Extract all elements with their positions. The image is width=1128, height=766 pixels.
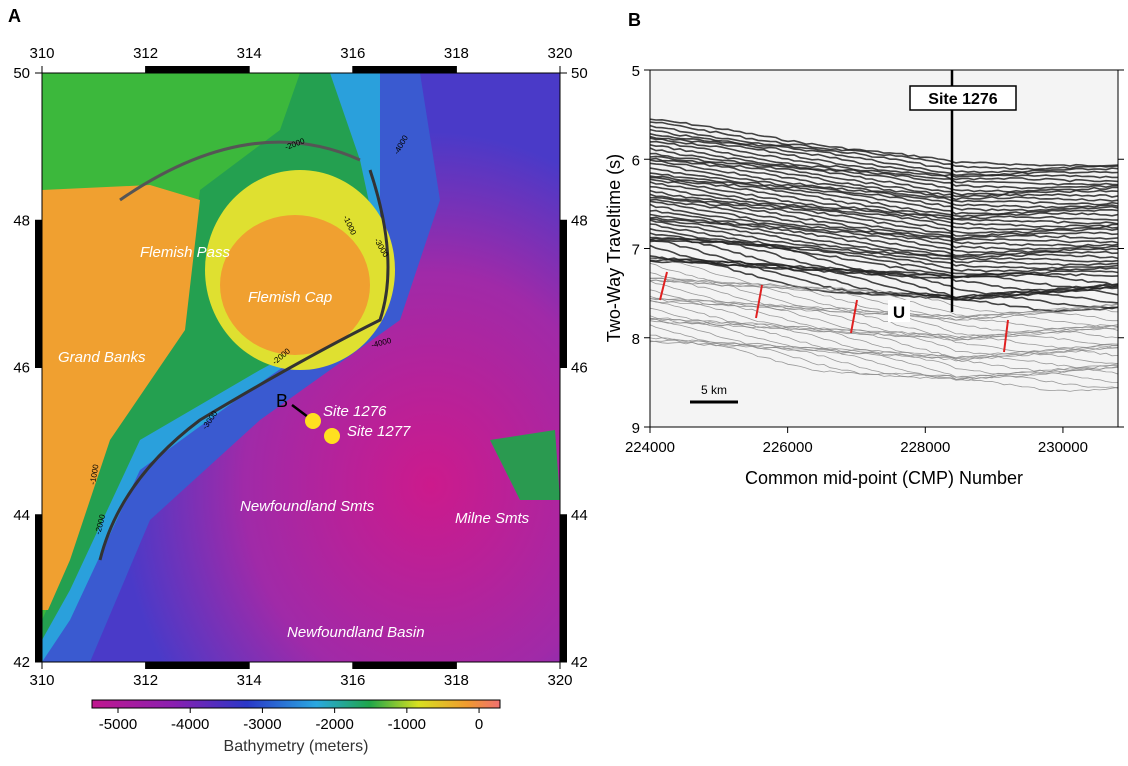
frame-bar <box>35 515 42 662</box>
site-marker <box>305 413 321 429</box>
frame-bar <box>353 66 457 73</box>
figure: A B 310 310 312 312 314 314 316 316 318 318 320 320… <box>0 0 1128 761</box>
x-tick-label: 314 <box>237 672 262 689</box>
y-tick-label: 7 <box>632 242 640 259</box>
scale-label: 5 km <box>701 383 727 397</box>
x-tick-label: 310 <box>29 672 54 689</box>
colorbar <box>92 700 500 708</box>
frame-bar <box>560 515 567 662</box>
panel-label: A <box>8 6 21 26</box>
y-tick-label: 42 <box>13 654 30 671</box>
flemish-cap <box>220 215 370 355</box>
frame-bar <box>146 662 250 669</box>
site-label: Site 1276 <box>323 403 387 420</box>
place-label: Flemish Pass <box>140 244 231 261</box>
horizon-label: U <box>893 303 905 322</box>
x-tick-label: 226000 <box>763 439 813 456</box>
colorbar-tick-label: -5000 <box>99 716 137 733</box>
y-tick-label: 6 <box>632 152 640 169</box>
colorbar-tick-label: 0 <box>475 716 483 733</box>
place-label: Newfoundland Smts <box>240 498 375 515</box>
site-label: Site 1276 <box>928 91 997 108</box>
y-tick-label: 50 <box>571 65 588 82</box>
colorbar-tick-label: -4000 <box>171 716 209 733</box>
x-tick-label: 230000 <box>1038 439 1088 456</box>
y-tick-label: 5 <box>632 63 640 80</box>
place-label: Newfoundland Basin <box>287 624 425 641</box>
site-label: Site 1277 <box>347 423 411 440</box>
map <box>42 73 560 662</box>
x-tick-label: 320 <box>547 45 572 62</box>
y-axis-label: Two-Way Traveltime (s) <box>604 154 624 342</box>
y-tick-label: 44 <box>13 507 30 524</box>
colorbar-tick-label: -3000 <box>243 716 281 733</box>
x-tick-label: 318 <box>444 672 469 689</box>
x-tick-label: 312 <box>133 672 158 689</box>
place-label: Milne Smts <box>455 510 530 527</box>
y-tick-label: 46 <box>571 360 588 377</box>
x-tick-label: 228000 <box>900 439 950 456</box>
y-tick-label: 8 <box>632 331 640 348</box>
y-tick-label: 42 <box>571 654 588 671</box>
colorbar-tick-label: -2000 <box>315 716 353 733</box>
seismic-section <box>650 70 1118 427</box>
site-marker <box>324 428 340 444</box>
x-tick-label: 316 <box>340 45 365 62</box>
colorbar-tick-label: -1000 <box>388 716 426 733</box>
frame-bar <box>146 66 250 73</box>
x-tick-label: 312 <box>133 45 158 62</box>
y-tick-label: 44 <box>571 507 588 524</box>
x-tick-label: 310 <box>29 45 54 62</box>
x-axis-label: Common mid-point (CMP) Number <box>745 468 1023 488</box>
place-label: Grand Banks <box>58 349 146 366</box>
x-tick-label: 314 <box>237 45 262 62</box>
y-tick-label: 9 <box>632 420 640 437</box>
colorbar-title: Bathymetry (meters) <box>224 738 369 755</box>
frame-bar <box>35 220 42 367</box>
x-tick-label: 224000 <box>625 439 675 456</box>
frame-bar <box>353 662 457 669</box>
frame-bar <box>560 220 567 367</box>
y-tick-label: 48 <box>13 212 30 229</box>
x-tick-label: 316 <box>340 672 365 689</box>
x-tick-label: 320 <box>547 672 572 689</box>
place-label: Flemish Cap <box>248 289 332 306</box>
y-tick-label: 50 <box>13 65 30 82</box>
panel-label: B <box>628 10 641 30</box>
y-tick-label: 48 <box>571 212 588 229</box>
profile-label: B <box>276 391 288 411</box>
x-tick-label: 318 <box>444 45 469 62</box>
y-tick-label: 46 <box>13 360 30 377</box>
